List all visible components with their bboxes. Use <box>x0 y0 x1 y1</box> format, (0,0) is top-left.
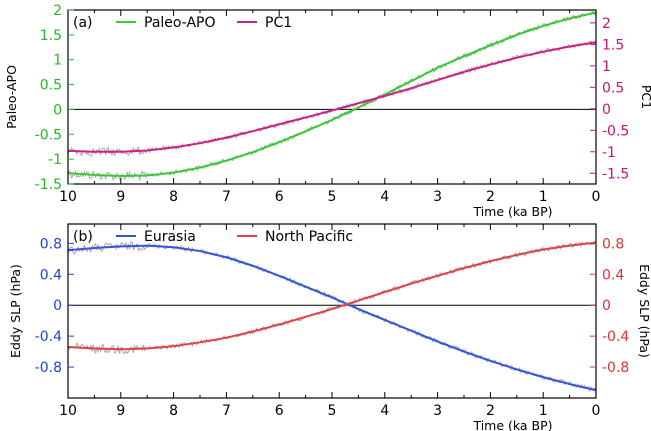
right-y-tick-label: 2 <box>602 16 611 32</box>
left-y-tick-label: -0.5 <box>35 127 62 143</box>
x-tick-label: 9 <box>116 189 125 205</box>
left-y-tick-label: 0.5 <box>40 78 62 94</box>
right-y-tick-label: 1 <box>602 59 611 75</box>
legend-label: Eurasia <box>144 229 196 245</box>
x-tick-label: 6 <box>275 189 284 205</box>
left-y-tick-label: -0.4 <box>35 329 62 345</box>
series-line-0 <box>67 244 597 392</box>
x-tick-label: 9 <box>116 403 125 419</box>
x-tick-label: 0 <box>592 189 601 205</box>
right-y-tick-label: -1.5 <box>602 166 629 182</box>
left-y-tick-label: 2 <box>53 3 62 19</box>
x-tick-label: 7 <box>222 189 231 205</box>
left-y-tick-label: 0.4 <box>40 267 62 283</box>
left-y-tick-label: -1 <box>48 152 62 168</box>
left-axis-label: Eddy SLP (hPa) <box>8 264 23 358</box>
left-y-tick-label: -0.8 <box>35 360 62 376</box>
x-tick-label: 4 <box>380 403 389 419</box>
right-y-tick-label: 0 <box>602 102 611 118</box>
series-line-0 <box>67 11 597 178</box>
right-y-tick-label: 0 <box>602 298 611 314</box>
left-y-tick-label: 0 <box>53 298 62 314</box>
x-tick-label: 7 <box>222 403 231 419</box>
left-y-tick-label: -1.5 <box>35 177 62 193</box>
right-axis-label: Eddy SLP (hPa) <box>637 264 651 358</box>
left-y-tick-label: 0.8 <box>40 236 62 252</box>
x-tick-label: 4 <box>380 189 389 205</box>
left-axis-label: Paleo-APO <box>4 65 19 129</box>
right-y-tick-label: -0.8 <box>602 360 629 376</box>
legend-label: North Pacific <box>265 229 353 245</box>
x-axis-label: Time (ka BP) <box>472 204 552 219</box>
x-tick-label: 8 <box>169 189 178 205</box>
x-tick-label: 1 <box>539 403 548 419</box>
panel-label: (b) <box>73 229 93 245</box>
legend-label: PC1 <box>265 15 292 31</box>
series-raw-0 <box>67 10 597 182</box>
plot-frame <box>67 9 597 185</box>
x-tick-label: 2 <box>486 189 495 205</box>
x-tick-label: 1 <box>539 189 548 205</box>
series-line-1 <box>67 41 597 153</box>
left-y-tick-label: 1 <box>53 53 62 69</box>
x-tick-label: 3 <box>433 189 442 205</box>
legend-label: Paleo-APO <box>144 15 216 31</box>
left-y-tick-label: 0 <box>53 102 62 118</box>
right-y-tick-label: 1.5 <box>602 37 624 53</box>
x-tick-label: 0 <box>592 403 601 419</box>
right-y-tick-label: -0.4 <box>602 329 629 345</box>
x-tick-label: 8 <box>169 403 178 419</box>
x-tick-label: 5 <box>328 189 337 205</box>
right-y-tick-label: 0.8 <box>602 236 624 252</box>
panel-label: (a) <box>73 15 93 31</box>
right-y-tick-label: -0.5 <box>602 123 629 139</box>
x-axis-label: Time (ka BP) <box>472 418 552 431</box>
right-axis-label: PC1 <box>639 85 651 109</box>
x-tick-label: 3 <box>433 403 442 419</box>
right-y-tick-label: -1 <box>602 145 616 161</box>
series-line-1 <box>67 241 597 351</box>
x-tick-label: 2 <box>486 403 495 419</box>
x-tick-label: 6 <box>275 403 284 419</box>
x-tick-label: 10 <box>59 189 77 205</box>
plot-frame <box>67 223 597 399</box>
right-y-tick-label: 0.4 <box>602 267 624 283</box>
right-y-tick-label: 0.5 <box>602 80 624 96</box>
x-tick-label: 10 <box>59 403 77 419</box>
left-y-tick-label: 1.5 <box>40 28 62 44</box>
x-tick-label: 5 <box>328 403 337 419</box>
